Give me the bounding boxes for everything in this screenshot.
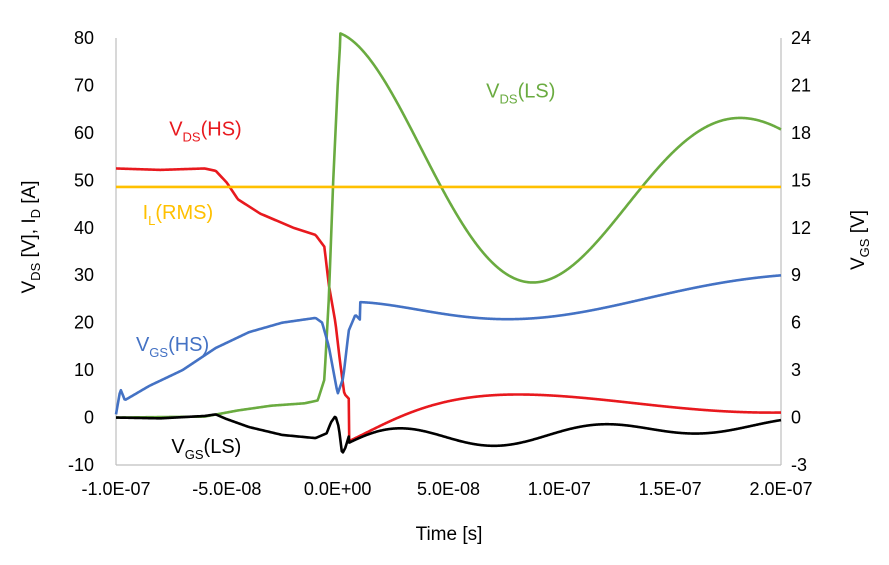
series-line-1 — [115, 32, 782, 419]
left-y-axis-title-base: V — [19, 281, 40, 294]
series-labels: VDS(HS) VDS(LS) VGS(HS) VGS(LS) IL(RMS) — [136, 80, 555, 462]
right-y-tick-label: 15 — [791, 170, 811, 190]
left-y-tick-label: 60 — [74, 123, 94, 143]
left-y-tick-label: 40 — [74, 218, 94, 238]
left-y-axis-title: VDS [V], ID [A] — [19, 180, 43, 293]
plot-area: -1.0E-07 -5.0E-08 0.0E+00 5.0E-08 1.0E-07 1.5… — [68, 28, 813, 499]
left-y-tick-label: -10 — [68, 455, 94, 475]
right-y-tick-label: 3 — [791, 360, 801, 380]
right-y-axis-title-tail: [V] — [848, 210, 869, 239]
series-line-0 — [115, 167, 782, 443]
x-tick-label: -1.0E-07 — [81, 479, 150, 499]
right-y-tick-label: -3 — [791, 455, 807, 475]
x-tick-label: 1.5E-07 — [639, 479, 702, 499]
series-label-4: IL(RMS) — [143, 202, 214, 228]
right-y-tick-label: 12 — [791, 218, 811, 238]
x-tick-label: 1.0E-07 — [528, 479, 591, 499]
x-tick-label: 5.0E-08 — [417, 479, 480, 499]
left-y-axis-title-mid: [V], I — [19, 218, 40, 262]
left-y-tick-label: 10 — [74, 360, 94, 380]
right-y-tick-label: 0 — [791, 408, 801, 428]
series-layer — [114, 32, 782, 454]
right-y-tick-label: 18 — [791, 123, 811, 143]
left-y-tick-label: 0 — [84, 408, 94, 428]
left-y-tick-label: 20 — [74, 313, 94, 333]
left-y-axis-title-sub-ds: DS — [28, 262, 43, 280]
x-axis-title: Time [s] — [416, 524, 483, 545]
right-y-tick-label: 9 — [791, 265, 801, 285]
left-y-axis-title-sub-d: D — [28, 209, 43, 218]
series-line-3 — [115, 413, 782, 454]
right-y-tick-label: 21 — [791, 75, 811, 95]
left-y-axis-title-tail: [A] — [19, 180, 40, 209]
tick-labels: -1.0E-07 -5.0E-08 0.0E+00 5.0E-08 1.0E-07 1.5… — [68, 28, 813, 499]
series-label-2: VGS(HS) — [136, 334, 209, 360]
left-y-tick-label: 70 — [74, 75, 94, 95]
series-line-2 — [114, 274, 782, 415]
series-label-1: VDS(LS) — [486, 80, 555, 106]
x-tick-label: 2.0E-07 — [749, 479, 812, 499]
right-y-tick-label: 24 — [791, 28, 811, 48]
series-label-0: VDS(HS) — [169, 118, 242, 144]
x-tick-label: 0.0E+00 — [304, 479, 372, 499]
left-y-tick-label: 50 — [74, 170, 94, 190]
right-y-axis-title: VGS [V] — [848, 210, 872, 270]
right-y-axis-title-base: V — [848, 257, 869, 270]
left-y-tick-label: 30 — [74, 265, 94, 285]
right-y-tick-label: 6 — [791, 313, 801, 333]
right-y-axis-title-sub: GS — [857, 238, 872, 257]
left-y-tick-label: 80 — [74, 28, 94, 48]
series-label-3: VGS(LS) — [171, 436, 241, 462]
x-tick-label: -5.0E-08 — [192, 479, 261, 499]
